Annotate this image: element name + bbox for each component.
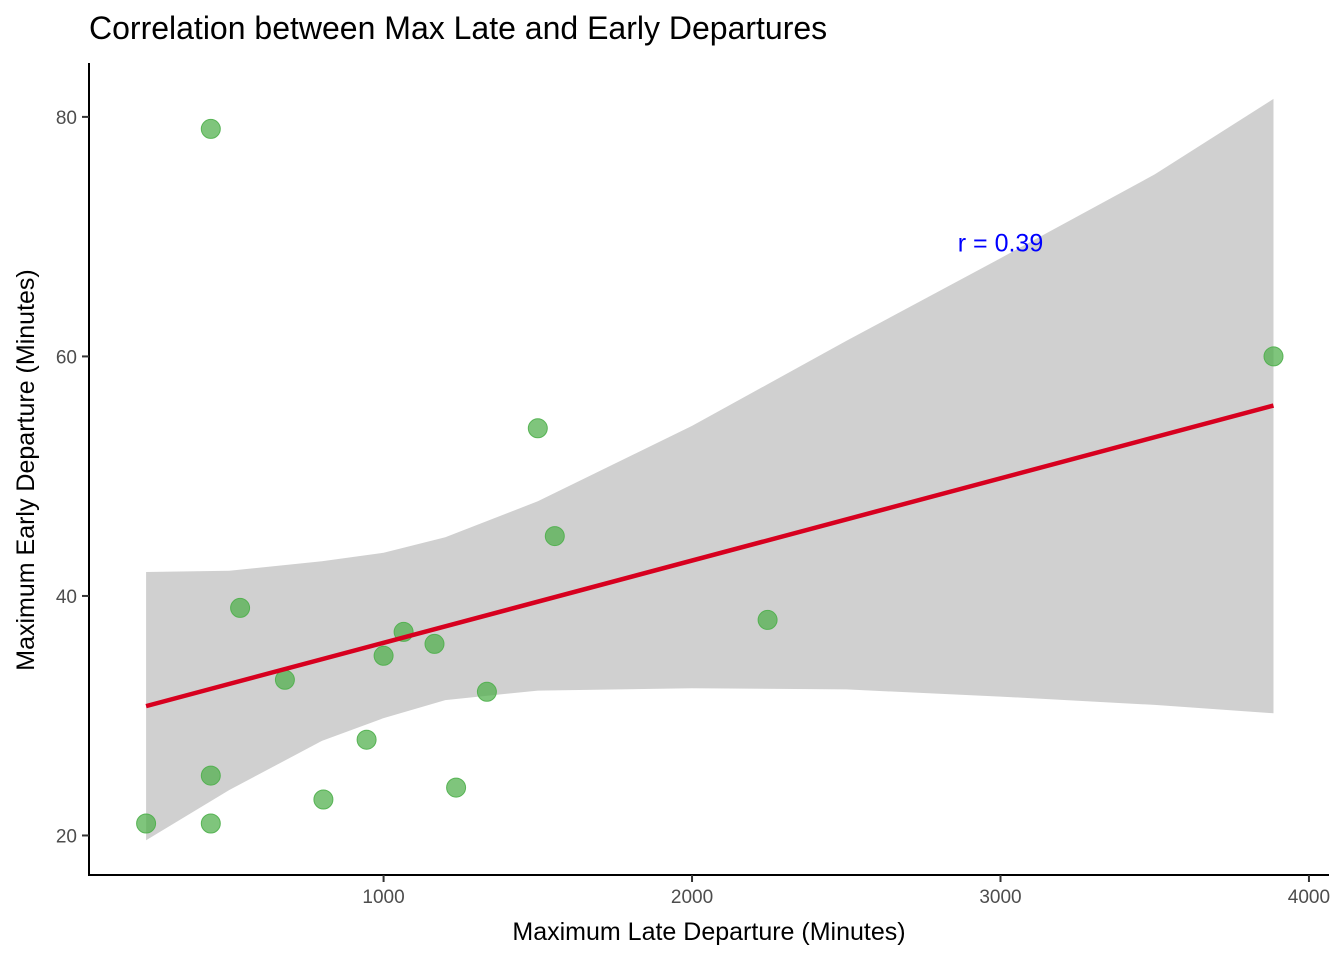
y-tick-label: 20	[56, 826, 77, 847]
x-tick-label: 3000	[979, 887, 1021, 908]
data-point-15	[544, 526, 565, 547]
data-point-16	[757, 609, 778, 630]
confidence-band-layer	[146, 98, 1274, 841]
data-point-13	[476, 681, 497, 702]
data-point-12	[446, 777, 467, 798]
data-point-1	[136, 813, 157, 834]
y-tick-label: 60	[56, 347, 77, 368]
data-point-14	[527, 418, 548, 439]
data-point-8	[356, 729, 377, 750]
correlation-annotation: r = 0.39	[958, 230, 1043, 258]
confidence-band	[146, 98, 1274, 841]
data-point-7	[313, 789, 334, 810]
regression-line-layer	[145, 403, 1275, 709]
annotation-layer: r = 0.39	[958, 230, 1043, 258]
data-point-9	[373, 645, 394, 666]
x-tick-label: 1000	[362, 887, 404, 908]
data-point-4	[200, 813, 221, 834]
points-layer	[136, 118, 1284, 834]
y-axis-title: Maximum Early Departure (Minutes)	[12, 269, 40, 671]
data-point-3	[200, 118, 221, 139]
data-point-11	[424, 633, 445, 654]
data-point-17	[1263, 346, 1284, 367]
regression-line	[145, 403, 1275, 709]
chart-title: Correlation between Max Late and Early D…	[89, 10, 828, 46]
data-point-5	[230, 597, 251, 618]
x-axis-title: Maximum Late Departure (Minutes)	[512, 918, 905, 946]
x-tick-label: 2000	[671, 887, 713, 908]
x-tick-label: 4000	[1288, 887, 1330, 908]
axes-layer: 1000 2000 3000 4000 20 40 60 80	[56, 63, 1330, 908]
y-tick-label: 40	[56, 587, 77, 608]
y-tick-label: 80	[56, 108, 77, 129]
data-point-2	[200, 765, 221, 786]
